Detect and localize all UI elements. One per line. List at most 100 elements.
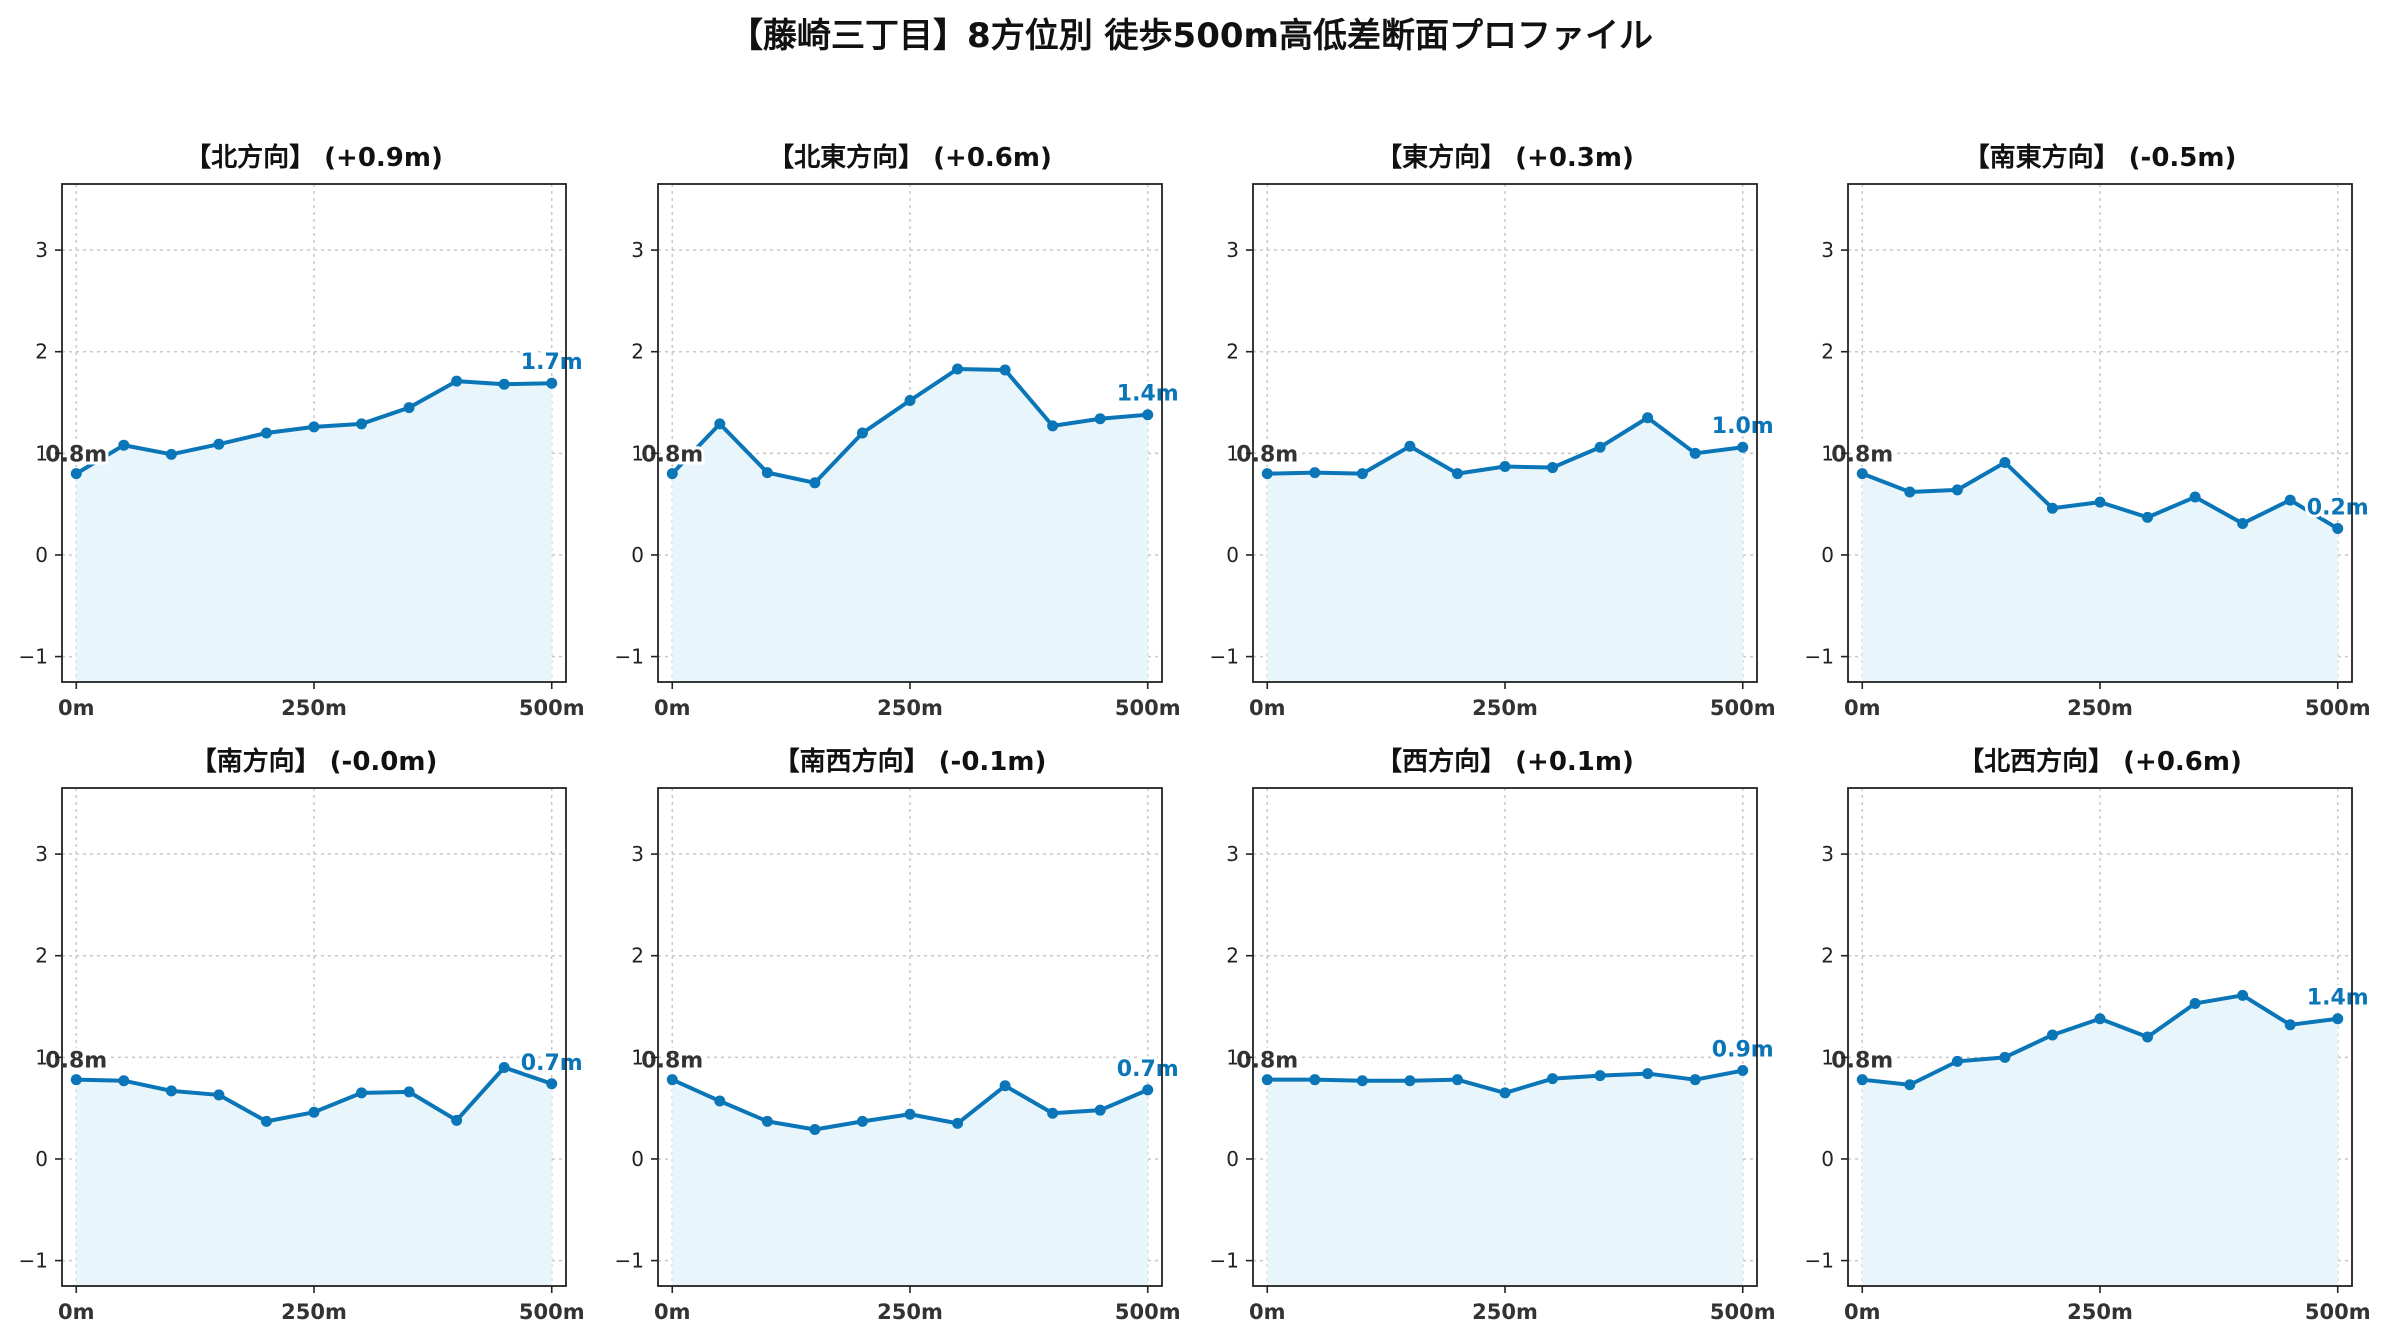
y-tick-label: 1: [1226, 1045, 1239, 1069]
x-tick-label: 500m: [2305, 1300, 2371, 1324]
data-point: [1737, 441, 1749, 453]
data-point: [761, 1115, 773, 1127]
y-tick-label: 3: [35, 238, 48, 262]
end-label: 1.4m: [1117, 382, 1179, 407]
panel-6: 【西方向】 (+0.1m) 0.8m 0.9m −1 0 1 2 3 0m 250m 500m: [1210, 746, 1777, 1324]
y-tick-label: 1: [1226, 441, 1239, 465]
y-tick-label: 0: [1226, 1147, 1239, 1171]
data-point: [1951, 1055, 1963, 1067]
x-tick-label: 0m: [654, 696, 691, 720]
x-tick-label: 0m: [58, 1300, 95, 1324]
area-fill: [672, 1079, 1148, 1286]
y-tick-label: 3: [631, 238, 644, 262]
data-point: [165, 1085, 177, 1097]
data-point: [1547, 1073, 1559, 1085]
data-point: [1261, 468, 1273, 480]
x-tick-label: 250m: [1472, 1300, 1538, 1324]
data-point: [1047, 420, 1059, 432]
y-tick-label: 0: [1226, 543, 1239, 567]
x-tick-label: 250m: [2067, 1300, 2133, 1324]
data-point: [403, 1086, 415, 1098]
y-tick-label: −1: [1210, 1249, 1239, 1273]
data-point: [999, 1080, 1011, 1092]
data-point: [403, 402, 415, 414]
data-point: [1356, 1075, 1368, 1087]
y-tick-label: 2: [1226, 340, 1239, 364]
data-point: [451, 375, 463, 387]
y-tick-label: 3: [35, 842, 48, 866]
x-tick-label: 500m: [1115, 1300, 1181, 1324]
y-tick-label: 2: [1226, 944, 1239, 968]
y-tick-label: 3: [1226, 842, 1239, 866]
x-tick-label: 500m: [519, 696, 585, 720]
data-point: [2046, 1029, 2058, 1041]
area-fill: [76, 381, 552, 682]
panel-title: 【南西方向】 (-0.1m): [774, 746, 1047, 777]
data-point: [2142, 511, 2154, 523]
panel-4: 【南方向】 (-0.0m) 0.8m 0.7m −1 0 1 2 3 0m 250m 500m: [19, 746, 586, 1324]
data-point: [1047, 1107, 1059, 1119]
data-point: [809, 477, 821, 489]
x-tick-label: 500m: [1710, 1300, 1776, 1324]
y-tick-label: 2: [35, 340, 48, 364]
data-point: [1142, 1084, 1154, 1096]
y-tick-label: 2: [631, 944, 644, 968]
panel-title: 【北方向】 (+0.9m): [185, 142, 443, 173]
data-point: [809, 1123, 821, 1135]
data-point: [1404, 1075, 1416, 1087]
end-label: 1.4m: [2307, 986, 2369, 1011]
area-fill: [1862, 462, 2338, 682]
y-tick-label: 2: [1821, 944, 1834, 968]
data-point: [1142, 409, 1154, 421]
data-point: [1951, 484, 1963, 496]
panel-5: 【南西方向】 (-0.1m) 0.8m 0.7m −1 0 1 2 3 0m 250m 500m: [615, 746, 1182, 1324]
data-point: [118, 439, 130, 451]
panel-0: 【北方向】 (+0.9m) 0.8m 1.7m −1 0 1 2 3 0m 250m 500m: [19, 142, 586, 720]
data-point: [1499, 461, 1511, 473]
data-point: [308, 1106, 320, 1118]
data-point: [1999, 1051, 2011, 1063]
y-tick-label: −1: [19, 1249, 48, 1273]
x-tick-label: 0m: [58, 696, 95, 720]
data-point: [2189, 997, 2201, 1009]
panel-title: 【南方向】 (-0.0m): [191, 746, 438, 777]
y-tick-label: 1: [631, 1045, 644, 1069]
area-fill: [672, 368, 1148, 682]
panel-1: 【北東方向】 (+0.6m) 0.8m 1.4m −1 0 1 2 3 0m 250m 500m: [615, 142, 1182, 720]
data-point: [1356, 468, 1368, 480]
data-point: [1261, 1074, 1273, 1086]
y-tick-label: 0: [35, 1147, 48, 1171]
start-label: 0.8m: [1831, 443, 1893, 468]
data-point: [1737, 1065, 1749, 1077]
y-tick-label: −1: [19, 645, 48, 669]
data-point: [1594, 441, 1606, 453]
data-point: [356, 1087, 368, 1099]
x-tick-label: 500m: [2305, 696, 2371, 720]
data-point: [2332, 1013, 2344, 1025]
data-point: [213, 1089, 225, 1101]
panel-title: 【西方向】 (+0.1m): [1376, 746, 1634, 777]
data-point: [260, 1115, 272, 1127]
x-tick-label: 0m: [654, 1300, 691, 1324]
data-point: [260, 427, 272, 439]
data-point: [1856, 468, 1868, 480]
data-point: [2046, 502, 2058, 514]
data-point: [2094, 1013, 2106, 1025]
y-tick-label: 1: [35, 441, 48, 465]
data-point: [856, 427, 868, 439]
panel-3: 【南東方向】 (-0.5m) 0.8m 0.2m −1 0 1 2 3 0m 250m 500m: [1805, 142, 2372, 720]
x-tick-label: 0m: [1249, 1300, 1286, 1324]
end-label: 1.0m: [1712, 414, 1774, 439]
end-label: 0.2m: [2307, 496, 2369, 521]
data-point: [213, 438, 225, 450]
data-point: [1451, 468, 1463, 480]
y-tick-label: 0: [1821, 543, 1834, 567]
data-point: [165, 448, 177, 460]
y-tick-label: 3: [1821, 238, 1834, 262]
data-point: [498, 378, 510, 390]
data-point: [1904, 1079, 1916, 1091]
data-point: [1499, 1087, 1511, 1099]
x-tick-label: 250m: [281, 1300, 347, 1324]
data-point: [1094, 1104, 1106, 1116]
